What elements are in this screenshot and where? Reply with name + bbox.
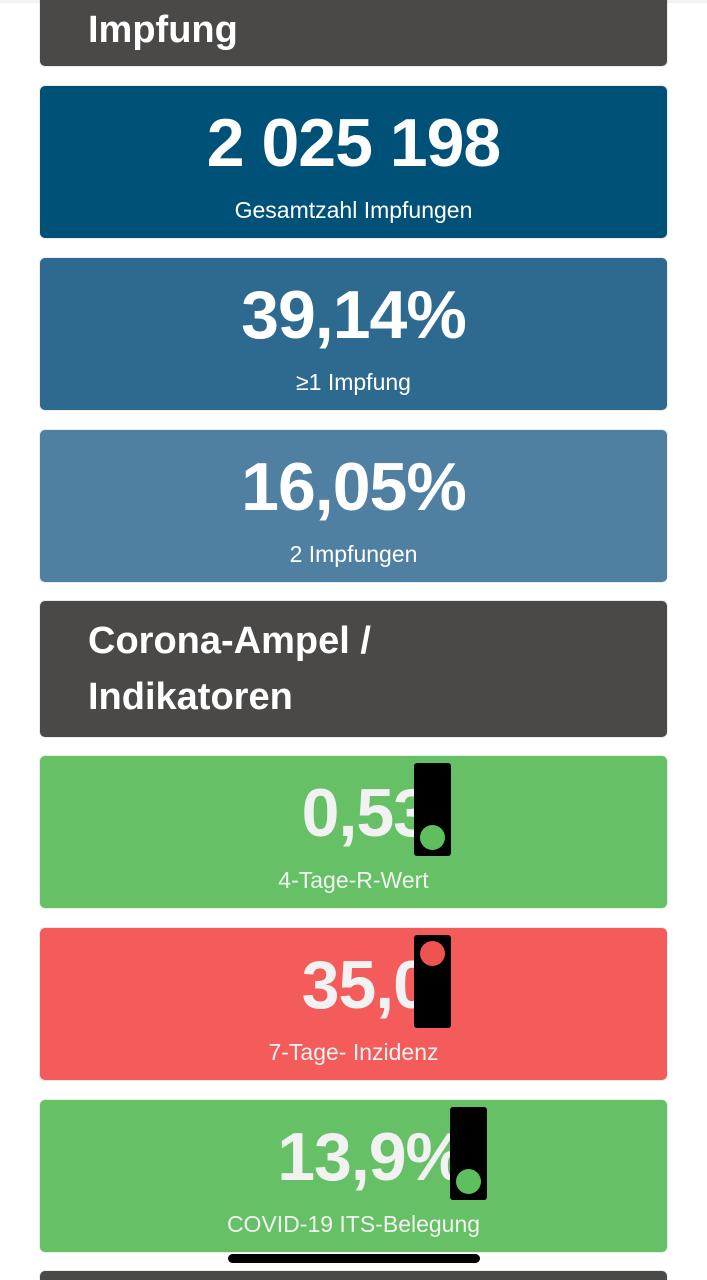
section-header-ampel: Corona-Ampel / Indikatoren (40, 601, 667, 737)
stat-label: Gesamtzahl Impfungen (234, 197, 473, 223)
traffic-light-green-dot (420, 825, 445, 850)
indicator-label: 7-Tage- Inzidenz (268, 1039, 439, 1065)
stat-card-second-dose: 16,05% 2 Impfungen (40, 430, 667, 582)
stat-value: 16,05% (241, 449, 467, 525)
indicator-value: 35,0 (301, 947, 431, 1023)
stat-label: ≥1 Impfung (296, 369, 411, 395)
indicator-label: 4-Tage-R-Wert (278, 867, 429, 893)
section-title-ampel-line1: Corona-Ampel / (88, 620, 371, 662)
traffic-light-icon (414, 763, 451, 856)
section-title-ampel-line2: Indikatoren (88, 676, 293, 718)
traffic-light-icon (450, 1107, 487, 1200)
section-header-next (40, 1271, 667, 1280)
indicator-card-incidence: 35,0 7-Tage- Inzidenz (40, 928, 667, 1080)
stat-value: 2 025 198 (206, 105, 502, 181)
traffic-light-red-dot (420, 941, 445, 966)
indicator-card-r-value: 0,53 4-Tage-R-Wert (40, 756, 667, 908)
section-title-impfung: Impfung (88, 9, 238, 51)
home-indicator[interactable] (228, 1254, 480, 1263)
indicator-value: 13,9% (277, 1119, 466, 1195)
stat-label: 2 Impfungen (289, 541, 418, 567)
traffic-light-green-dot (456, 1169, 481, 1194)
section-header-impfung: Impfung (40, 0, 667, 66)
indicator-value: 0,53 (301, 775, 431, 851)
stat-value: 39,14% (241, 277, 467, 353)
indicator-card-icu-occupancy: 13,9% COVID-19 ITS-Belegung (40, 1100, 667, 1252)
indicator-label: COVID-19 ITS-Belegung (226, 1211, 481, 1237)
traffic-light-icon (414, 935, 451, 1028)
stat-card-total-vaccinations: 2 025 198 Gesamtzahl Impfungen (40, 86, 667, 238)
stat-card-first-dose: 39,14% ≥1 Impfung (40, 258, 667, 410)
